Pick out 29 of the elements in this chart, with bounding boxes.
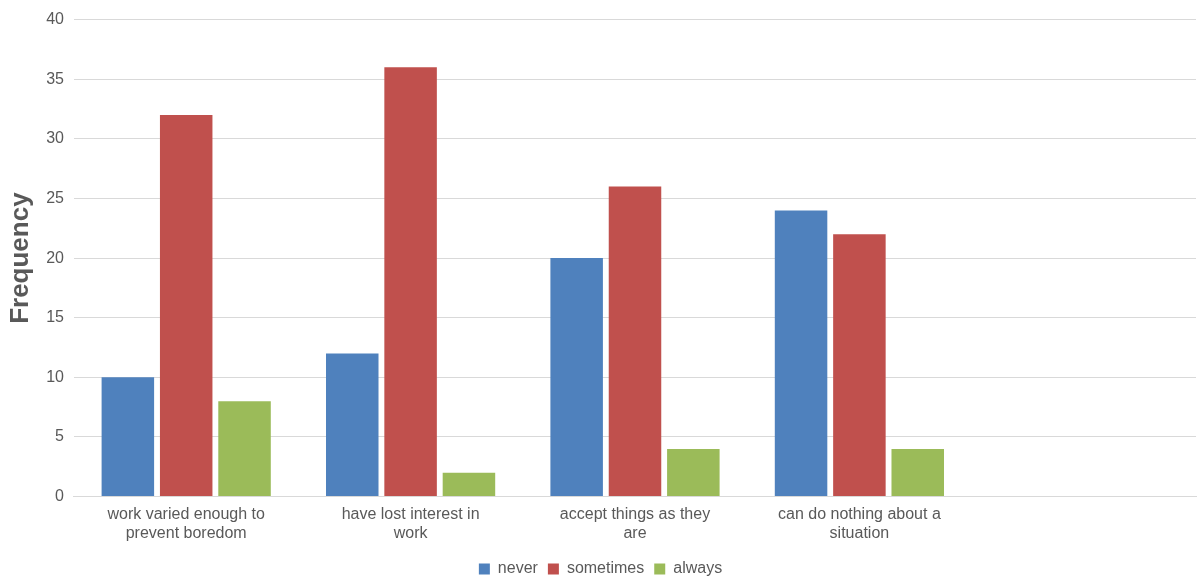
bar [550, 258, 603, 497]
y-tick-label: 25 [46, 188, 65, 206]
y-tick-label: 20 [46, 248, 65, 266]
y-tick-label: 10 [46, 367, 65, 385]
bar [891, 448, 944, 497]
y-tick-label: 40 [46, 10, 65, 28]
y-tick-label: 35 [46, 69, 65, 87]
bar [384, 67, 437, 497]
bar [442, 472, 496, 497]
y-tick-label: 15 [46, 308, 65, 326]
bar [218, 401, 271, 497]
bar [159, 115, 213, 497]
legend-label: never [497, 559, 539, 577]
x-tick-label: work varied enough to prevent boredom [106, 504, 266, 541]
x-tick-label: can do nothing about a situation [777, 504, 941, 541]
y-tick-label: 5 [55, 427, 65, 445]
bar [608, 186, 662, 497]
bar [774, 210, 828, 497]
bar [101, 377, 155, 497]
x-tick-label: have lost interest in work [341, 504, 480, 541]
y-tick-label: 30 [46, 129, 65, 147]
y-axis-title: Frequency [3, 191, 34, 324]
bar [326, 353, 379, 497]
bar [833, 234, 886, 497]
legend-label: always [673, 559, 723, 577]
bar [667, 448, 720, 497]
y-tick-label: 0 [55, 487, 65, 505]
x-tick-label: accept things as they are [559, 504, 711, 541]
legend-label: sometimes [566, 559, 645, 577]
